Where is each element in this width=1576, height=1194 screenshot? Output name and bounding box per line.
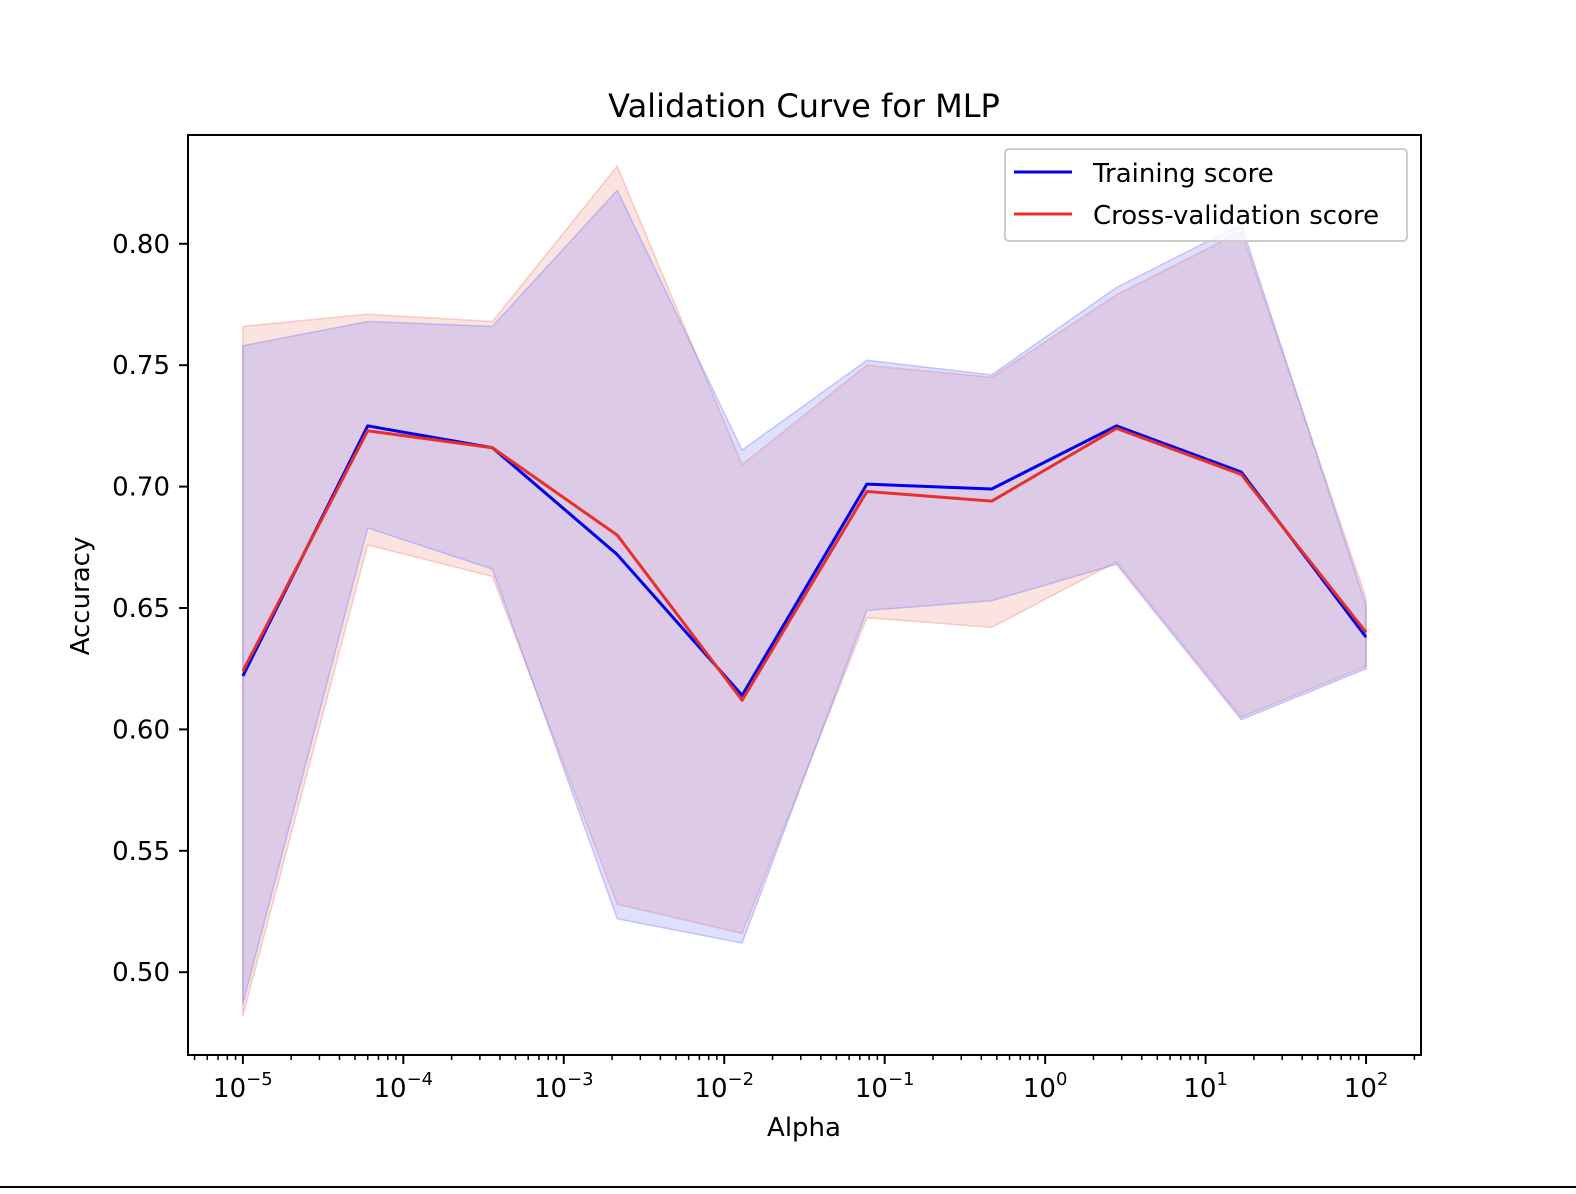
line-training [241, 424, 1368, 697]
legend: Training score Cross-validation score [1004, 148, 1408, 242]
y-tick-label: 0.80 [112, 230, 170, 260]
x-tick-label: 10−2 [694, 1069, 754, 1104]
x-tick-label: 10−3 [534, 1069, 594, 1104]
legend-label-training: Training score [1092, 159, 1274, 189]
legend-box [1004, 148, 1408, 242]
x-axis-label: Alpha [767, 1113, 841, 1143]
x-tick-label: 10−4 [374, 1069, 434, 1104]
y-tick-label: 0.50 [112, 958, 170, 988]
line-cross-validation [241, 426, 1368, 702]
x-tick-label: 100 [1023, 1069, 1068, 1104]
y-tick-label: 0.75 [112, 351, 170, 381]
x-tick-label: 10−5 [213, 1069, 273, 1104]
y-tick-label: 0.60 [112, 715, 170, 745]
plot-frame [187, 134, 1422, 1056]
series-lines [241, 424, 1368, 702]
x-tick-label: 101 [1183, 1069, 1228, 1104]
y-tick-label: 0.70 [112, 473, 170, 503]
y-tick-label: 0.65 [112, 594, 170, 624]
y-tick-label: 0.55 [112, 837, 170, 867]
x-tick-label: 10−1 [855, 1069, 915, 1104]
bottom-border [0, 1186, 1576, 1188]
chart-title: Validation Curve for MLP [608, 87, 1000, 125]
y-axis: 0.50 0.55 0.60 0.65 0.70 0.75 0.80 [112, 230, 188, 988]
x-axis: 10−5 10−4 10−3 10−2 10−1 100 101 102 [193, 1055, 1416, 1104]
y-axis-label: Accuracy [66, 537, 96, 656]
legend-label-cross-validation: Cross-validation score [1093, 201, 1379, 231]
x-tick-label: 102 [1344, 1069, 1389, 1104]
